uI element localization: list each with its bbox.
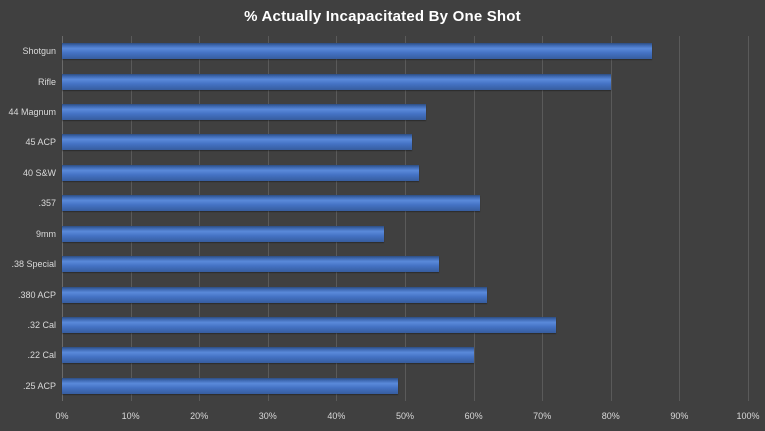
bar: [62, 225, 385, 242]
bar: [62, 316, 556, 333]
gridline: [199, 36, 201, 401]
x-tick-label: 60%: [464, 411, 483, 421]
category-label: 9mm: [36, 228, 56, 239]
bar: [62, 43, 652, 60]
gridline: [267, 36, 269, 401]
gridline: [405, 36, 406, 401]
bar: [62, 195, 481, 212]
x-tick-label: 20%: [190, 411, 209, 421]
gridline: [748, 36, 749, 401]
gridline: [542, 36, 544, 401]
bar: [62, 377, 399, 394]
bar: [62, 286, 488, 303]
x-tick-label: 40%: [327, 411, 346, 421]
x-tick-label: 100%: [736, 411, 760, 421]
bar: [62, 256, 440, 273]
gridline: [62, 36, 63, 401]
x-tick-label: 30%: [258, 411, 277, 421]
bar: [62, 347, 474, 364]
chart-title: % Actually Incapacitated By One Shot: [244, 8, 521, 25]
category-label: .38 Special: [11, 259, 56, 270]
gridline: [610, 36, 612, 401]
x-tick-label: 10%: [121, 411, 140, 421]
gridline: [336, 36, 338, 401]
bar: [62, 164, 419, 181]
x-tick-label: 0%: [55, 411, 69, 421]
plot-area: [62, 36, 749, 401]
bar: [62, 134, 412, 151]
category-label: 44 Magnum: [8, 107, 56, 118]
category-label: .25 ACP: [22, 380, 56, 391]
gridline: [473, 36, 475, 401]
x-tick-label: 80%: [601, 411, 620, 421]
gridline: [679, 36, 681, 401]
category-label: Rifle: [37, 76, 56, 87]
x-tick-label: 70%: [533, 411, 552, 421]
category-label: 40 S&W: [22, 167, 56, 178]
gridline: [130, 36, 132, 401]
bar: [62, 73, 611, 90]
category-label: .357: [38, 198, 56, 209]
category-label: Shotgun: [22, 46, 56, 57]
x-tick-label: 50%: [395, 411, 415, 421]
bar: [62, 104, 426, 121]
category-label: .380 ACP: [17, 289, 56, 300]
category-label: .32 Cal: [27, 319, 56, 330]
value-axis-labels: 0% 10% 20% 30% 40% 50% 60% 70% 80% 90% 100%: [55, 411, 759, 425]
category-label: .22 Cal: [27, 350, 56, 361]
x-tick-label: 90%: [670, 411, 689, 421]
category-label: 45 ACP: [25, 137, 56, 148]
category-axis-labels: Shotgun Rifle 44 Magnum 45 ACP 40 S&W .357 9mm…: [0, 36, 56, 401]
